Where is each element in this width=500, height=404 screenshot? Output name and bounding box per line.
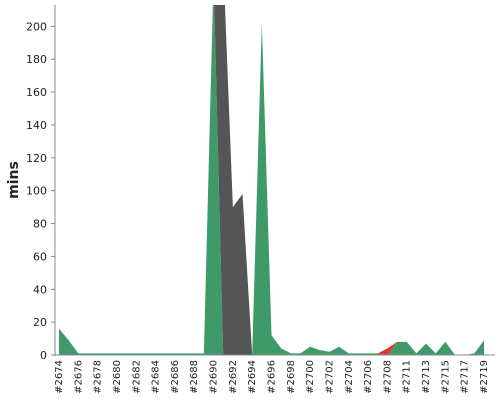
y-tick-label: 60 [33, 250, 47, 263]
x-tick-label: #2708 [382, 360, 393, 394]
x-tick-label: #2719 [479, 360, 490, 394]
x-tick-label: #2711 [402, 360, 413, 394]
y-tick-label: 200 [26, 20, 47, 33]
y-tick-label: 80 [33, 218, 47, 231]
x-tick-label: #2692 [228, 360, 239, 394]
x-tick-label: #2678 [93, 360, 104, 394]
x-tick-label: #2700 [305, 360, 316, 394]
x-tick-label: #2676 [73, 360, 84, 394]
y-tick-label: 120 [26, 152, 47, 165]
y-tick-label: 20 [33, 316, 47, 329]
y-tick-label: 140 [26, 119, 47, 132]
x-tick-label: #2682 [131, 360, 142, 394]
x-tick-label: #2704 [344, 360, 355, 394]
y-tick-label: 100 [26, 185, 47, 198]
plot-area [59, 5, 484, 355]
y-tick-label: 160 [26, 86, 47, 99]
area [59, 5, 484, 355]
x-tick-label: #2715 [440, 360, 451, 394]
x-tick-label: #2690 [209, 360, 220, 394]
x-tick-label: #2706 [363, 360, 374, 394]
area [59, 5, 484, 355]
x-tick-label: #2702 [324, 360, 335, 394]
area [59, 5, 484, 355]
x-tick-label: #2686 [170, 360, 181, 394]
x-tick-label: #2688 [189, 360, 200, 394]
y-tick-label: 0 [40, 349, 47, 362]
x-tick-label: #2680 [112, 360, 123, 394]
x-tick-label: #2696 [267, 360, 278, 394]
x-tick-label: #2698 [286, 360, 297, 394]
x-tick-label: #2674 [54, 360, 65, 394]
y-axis-label: mins [6, 161, 22, 199]
y-tick-label: 40 [33, 283, 47, 296]
x-tick-label: #2694 [247, 360, 258, 394]
x-tick-label: #2684 [151, 360, 162, 394]
x-tick-label: #2713 [421, 360, 432, 394]
x-tick-label: #2717 [460, 360, 471, 394]
y-tick-label: 180 [26, 53, 47, 66]
